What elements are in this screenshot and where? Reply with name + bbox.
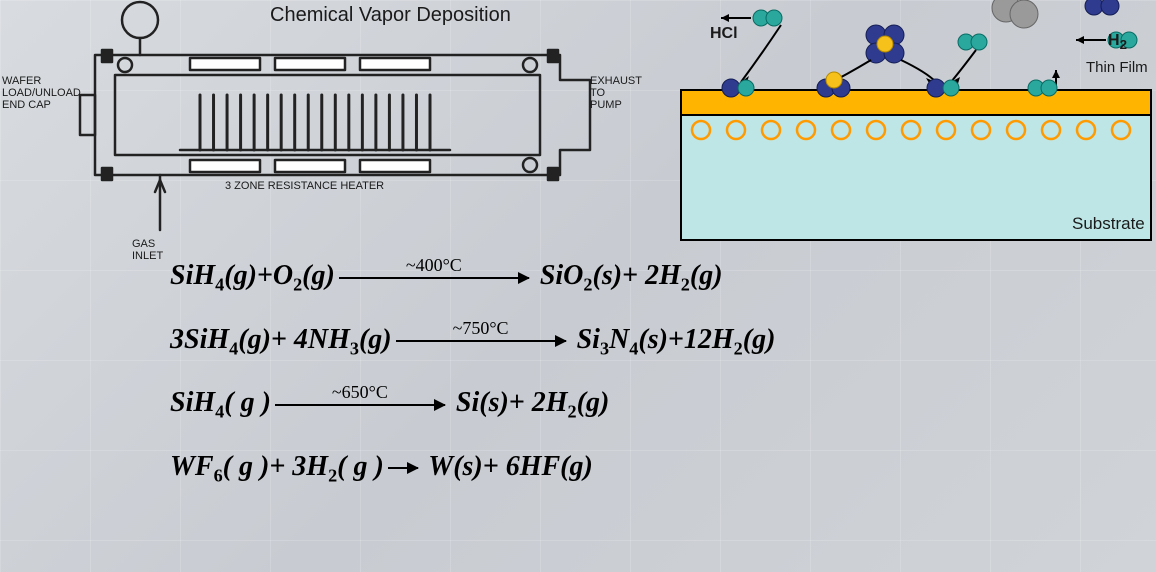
cvd-apparatus-diagram <box>0 0 640 250</box>
apparatus-label-right: EXHAUST TO PUMP <box>590 75 642 111</box>
film-label-hcl: HCl <box>710 25 738 43</box>
equation-2: 3SiH4(g)+ 4NH3(g)~750°C Si3N4(s)+12H2(g) <box>170 324 1116 360</box>
thin-film-diagram <box>676 0 1156 245</box>
equations-block: SiH4(g)+O2(g)~400°C SiO2(s)+ 2H2(g) 3SiH4… <box>170 260 1116 514</box>
apparatus-label-heater: 3 ZONE RESISTANCE HEATER <box>225 180 384 192</box>
equation-1: SiH4(g)+O2(g)~400°C SiO2(s)+ 2H2(g) <box>170 260 1116 296</box>
apparatus-label-left: WAFER LOAD/UNLOAD END CAP <box>2 75 81 111</box>
apparatus-label-gas: GAS INLET <box>132 238 163 262</box>
film-label-substrate: Substrate <box>1072 215 1145 234</box>
film-label-h2: H2 <box>1108 32 1127 53</box>
film-label-thinfilm: Thin Film <box>1086 60 1148 77</box>
equation-4: WF6( g )+ 3H2( g ) W(s)+ 6HF(g) <box>170 451 1116 487</box>
equation-3: SiH4( g )~650°C Si(s)+ 2H2(g) <box>170 387 1116 423</box>
